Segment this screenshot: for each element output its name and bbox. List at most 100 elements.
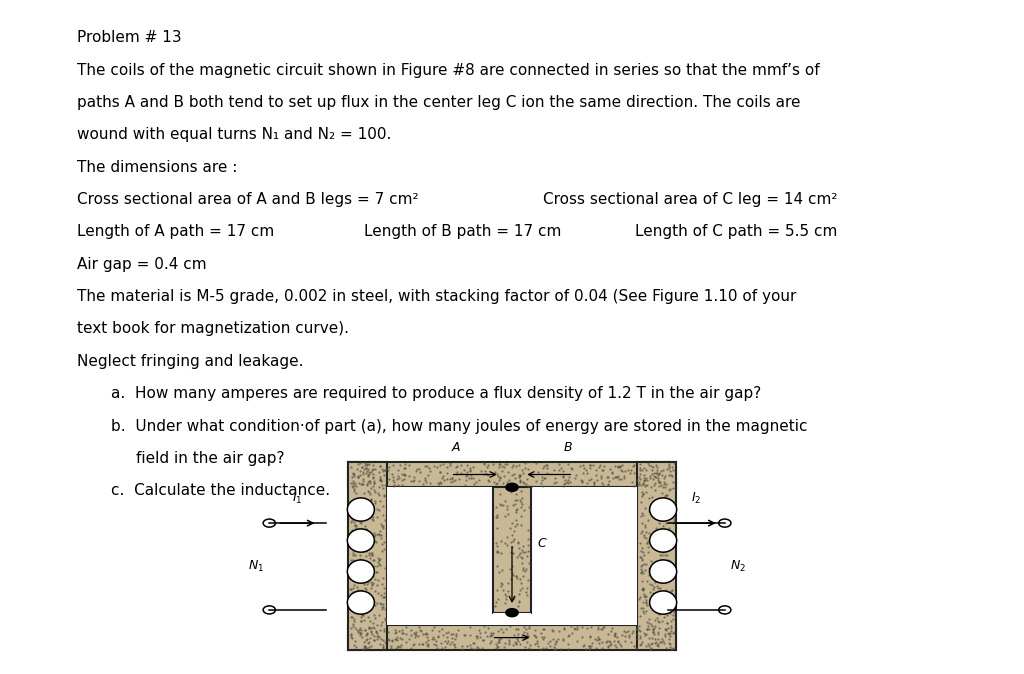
Point — [613, 460, 630, 470]
Point — [362, 641, 379, 652]
Point — [373, 634, 389, 644]
Point — [478, 468, 495, 479]
Point — [664, 462, 680, 472]
Point — [634, 526, 650, 537]
Point — [665, 518, 681, 528]
Point — [356, 597, 373, 608]
Point — [343, 584, 359, 594]
Point — [645, 474, 662, 485]
Point — [650, 518, 667, 528]
Point — [507, 495, 523, 506]
Point — [353, 518, 370, 528]
Point — [636, 559, 652, 570]
Point — [368, 586, 384, 596]
Point — [654, 469, 671, 480]
Point — [485, 627, 502, 638]
Point — [512, 469, 528, 480]
Point — [353, 616, 370, 627]
Point — [520, 501, 537, 512]
Point — [369, 634, 385, 645]
Point — [629, 622, 645, 633]
Point — [497, 495, 513, 506]
Point — [354, 632, 371, 643]
Point — [567, 472, 584, 483]
Point — [345, 484, 361, 495]
Point — [431, 466, 447, 477]
Point — [351, 624, 368, 635]
Point — [520, 524, 537, 535]
Point — [647, 570, 664, 581]
Point — [537, 472, 553, 483]
Point — [560, 458, 577, 469]
Point — [361, 591, 378, 602]
Point — [665, 471, 681, 482]
Point — [642, 531, 658, 542]
Point — [477, 627, 494, 638]
Point — [520, 539, 537, 550]
Point — [560, 639, 577, 650]
Point — [355, 478, 372, 489]
Point — [373, 530, 389, 541]
Point — [345, 468, 361, 479]
Point — [615, 472, 632, 483]
Point — [404, 475, 421, 486]
Point — [649, 527, 666, 538]
Point — [347, 586, 364, 597]
Point — [655, 547, 672, 557]
Point — [593, 471, 609, 482]
Point — [372, 559, 388, 570]
Point — [654, 464, 671, 475]
Point — [501, 634, 517, 645]
Point — [508, 623, 524, 634]
Point — [350, 601, 367, 611]
Point — [595, 465, 611, 476]
Point — [354, 545, 371, 556]
Point — [374, 579, 390, 590]
Point — [372, 460, 388, 471]
Point — [450, 460, 466, 471]
Point — [420, 639, 436, 650]
Point — [588, 643, 604, 654]
Point — [357, 584, 374, 594]
Point — [434, 643, 451, 654]
Ellipse shape — [347, 560, 375, 583]
Point — [413, 625, 429, 636]
Point — [344, 510, 360, 521]
Point — [376, 543, 392, 554]
Point — [466, 638, 482, 648]
Point — [563, 462, 580, 473]
Point — [420, 462, 436, 473]
Point — [398, 622, 415, 633]
Point — [514, 547, 530, 557]
Point — [350, 585, 367, 596]
Point — [647, 576, 664, 587]
Point — [499, 500, 515, 511]
Point — [662, 634, 678, 644]
Point — [594, 480, 610, 491]
Point — [521, 621, 538, 632]
Point — [666, 516, 682, 526]
Point — [554, 634, 570, 645]
Point — [356, 464, 373, 474]
Point — [624, 628, 640, 639]
Point — [408, 632, 424, 642]
Point — [353, 462, 370, 472]
Point — [362, 593, 379, 604]
Point — [365, 514, 381, 524]
Point — [449, 629, 465, 640]
Point — [365, 472, 381, 483]
Point — [356, 579, 373, 590]
Point — [655, 472, 672, 483]
Point — [513, 501, 529, 512]
Point — [462, 621, 478, 632]
Point — [657, 489, 674, 500]
Point — [659, 617, 676, 628]
Point — [462, 462, 478, 473]
Point — [354, 474, 371, 485]
Point — [417, 628, 433, 639]
Point — [649, 470, 666, 481]
Point — [653, 550, 670, 561]
Point — [447, 474, 464, 485]
Point — [654, 596, 671, 607]
Point — [643, 540, 659, 551]
